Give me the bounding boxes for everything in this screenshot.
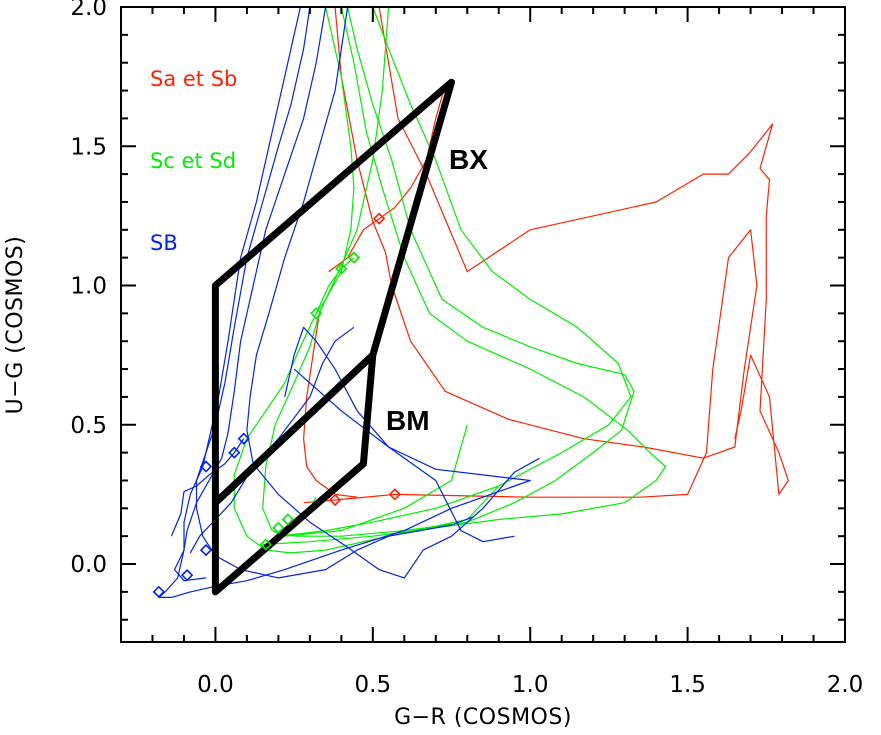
series-sc-sd-track-5 [315,257,355,314]
plot-frame [120,6,846,643]
series-sb-track-2 [173,7,327,582]
region-bm-outline [211,351,377,596]
series-sa-sb-track-1 [378,7,789,495]
marker-sb-0 [152,585,165,598]
marker-sb-3 [199,460,213,473]
legend-sa-sb: Sa et Sb [150,67,237,91]
series-sc-sd-track-3 [233,7,500,554]
y-tick-label: 0.0 [70,552,107,578]
x-tick-label: 1.5 [669,672,706,698]
selection-regions [211,78,455,596]
marker-sb-2 [199,543,213,557]
data-markers [152,212,401,598]
series-sb-track-5 [189,326,355,554]
marker-sb-1 [180,569,194,582]
marker-sa-sb-3 [388,488,401,501]
x-tick-label: 0.5 [355,672,392,698]
series-sa-sb-track-0 [303,7,758,504]
y-axis-title: U−G (COSMOS) [3,236,28,415]
marker-sc-sd-1 [335,262,348,275]
marker-sb-5 [237,432,250,445]
marker-sc-sd-3 [281,513,294,526]
region-label-bx: BX [449,144,488,175]
x-tick-label: 2.0 [827,672,864,698]
marker-sc-sd-2 [347,251,361,264]
y-tick-label: 2.0 [70,0,107,21]
x-axis-title: G−R (COSMOS) [394,705,572,730]
data-tracks [158,7,789,599]
series-sc-sd-track-0 [262,7,667,546]
series-sb-track-6 [293,368,515,543]
series-sb-track-1 [195,7,474,579]
y-tick-label: 1.5 [70,134,107,160]
marker-sa-sb-0 [372,212,386,225]
legend-sb: SB [150,231,178,255]
series-sc-sd-track-1 [294,7,635,537]
marker-sc-sd-0 [310,307,323,320]
marker-sa-sb-2 [328,493,342,507]
marker-sc-sd-5 [259,538,272,551]
legend-sc-sd: Sc et Sd [150,149,236,173]
series-sc-sd-track-4 [262,7,468,537]
series-sb-track-3 [170,438,245,537]
series-sc-sd-track-2 [278,7,632,537]
y-tick-label: 0.5 [70,413,107,439]
marker-sb-4 [228,446,241,459]
marker-sc-sd-4 [272,521,285,534]
region-label-bm: BM [386,405,430,436]
y-tick-label: 1.0 [70,274,107,300]
series-sa-sb-track-2 [328,84,446,273]
series-sb-track-0 [158,7,531,599]
axis-ticks: 0.0 0.5 1.0 1.5 2.0 0.0 0.5 1.0 1.5 2.0 [70,0,863,698]
region-bx-outline [211,78,455,507]
x-tick-label: 0.0 [197,672,234,698]
x-tick-label: 1.0 [512,672,549,698]
